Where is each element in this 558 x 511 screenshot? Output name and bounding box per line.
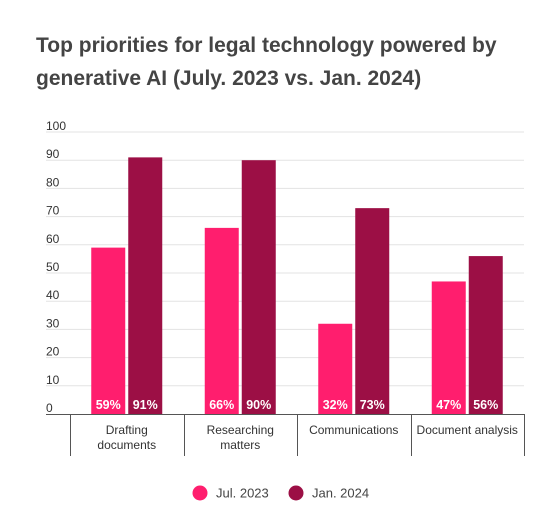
data-label: 66%: [209, 398, 234, 412]
bar: [128, 157, 163, 414]
data-label: 47%: [436, 398, 461, 412]
bar: [204, 227, 239, 414]
data-label: 91%: [133, 398, 158, 412]
y-tick-label: 30: [46, 316, 60, 330]
x-tick-label: Drafting: [106, 423, 148, 437]
data-label: 32%: [323, 398, 348, 412]
x-tick-label: documents: [97, 438, 156, 452]
y-tick-label: 100: [46, 119, 66, 133]
bar: [318, 323, 353, 414]
data-labels: 59% 91% 66% 90% 32% 73% 47% 56%: [96, 398, 499, 412]
y-tick-label: 10: [46, 373, 60, 387]
bar: [431, 281, 466, 414]
data-label: 73%: [360, 398, 385, 412]
legend-swatch: [192, 485, 208, 501]
x-tick-label: matters: [220, 438, 260, 452]
x-tick-label: Researching: [207, 423, 274, 437]
y-tick-label: 40: [46, 288, 60, 302]
x-tick-label: Document analysis: [417, 423, 518, 437]
legend: Jul. 2023 Jan. 2024: [192, 485, 369, 501]
bar: [241, 160, 276, 414]
y-tick-label: 70: [46, 204, 60, 218]
y-tick-label: 80: [46, 175, 60, 189]
bar: [91, 247, 126, 414]
data-label: 56%: [473, 398, 498, 412]
bars: [91, 157, 503, 414]
y-tick-label: 50: [46, 260, 60, 274]
legend-label: Jan. 2024: [312, 486, 369, 501]
y-tick-label: 0: [46, 401, 53, 415]
legend-label: Jul. 2023: [216, 486, 269, 501]
data-label: 90%: [246, 398, 271, 412]
bar: [468, 256, 503, 414]
y-tick-label: 60: [46, 232, 60, 246]
data-label: 59%: [96, 398, 121, 412]
legend-swatch: [288, 485, 304, 501]
y-axis-ticks: 0 10 20 30 40 50 60 70 80 90 100: [46, 119, 66, 415]
y-tick-label: 90: [46, 147, 60, 161]
y-tick-label: 20: [46, 345, 60, 359]
x-tick-label: Communications: [309, 423, 398, 437]
bar: [355, 208, 390, 414]
chart-title: Top priorities for legal technology powe…: [36, 34, 497, 90]
